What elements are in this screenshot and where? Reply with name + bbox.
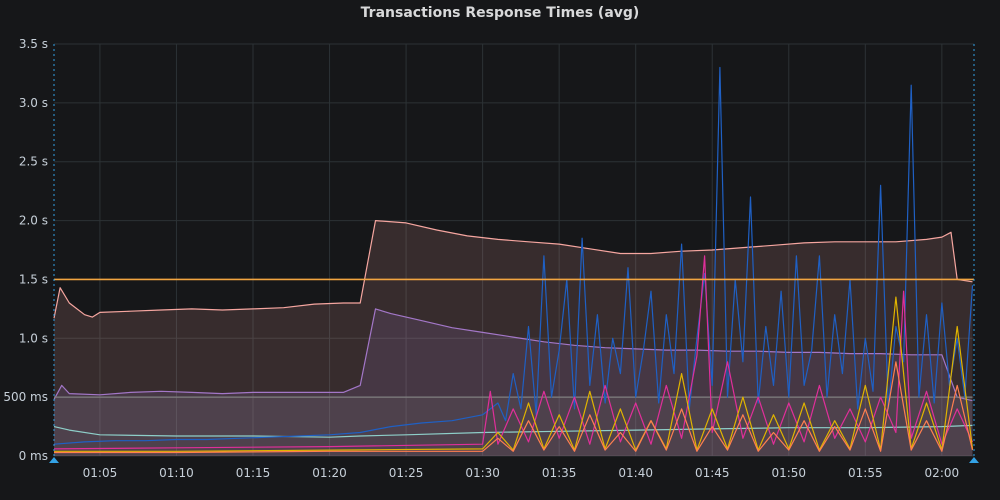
series-line-0 [53,220,973,319]
series-line-6 [54,296,974,452]
x-tick-label: 01:35 [542,466,577,480]
x-tick-label: 01:45 [695,466,730,480]
x-tick-label: 01:55 [848,466,883,480]
series-line-4 [53,66,974,445]
range-edge-marker [969,457,979,463]
series-line-5 [53,255,974,450]
y-tick-label: 3.0 s [19,96,48,110]
x-tick-label: 01:50 [771,466,806,480]
y-tick-label: 0 ms [19,449,48,463]
x-tick-label: 01:10 [159,466,194,480]
x-tick-label: 02:00 [925,466,960,480]
series-line-7 [54,361,974,454]
x-tick-label: 01:20 [312,466,347,480]
y-tick-label: 3.5 s [19,37,48,51]
series-area-1 [54,308,973,456]
series-area-2 [54,397,973,456]
y-tick-label: 1.5 s [19,272,48,286]
x-tick-label: 01:40 [618,466,653,480]
y-tick-label: 2.5 s [19,155,48,169]
series-line-3 [53,424,973,438]
x-tick-label: 01:15 [236,466,271,480]
y-tick-label: 500 ms [3,390,48,404]
chart-title: Transactions Response Times (avg) [360,5,640,21]
x-tick-label: 01:30 [465,466,500,480]
x-tick-label: 01:25 [389,466,424,480]
series-line-1 [53,308,973,402]
range-edge-marker [49,457,59,463]
x-tick-label: 01:05 [83,466,118,480]
y-tick-label: 1.0 s [19,331,48,345]
y-tick-label: 2.0 s [19,214,48,228]
